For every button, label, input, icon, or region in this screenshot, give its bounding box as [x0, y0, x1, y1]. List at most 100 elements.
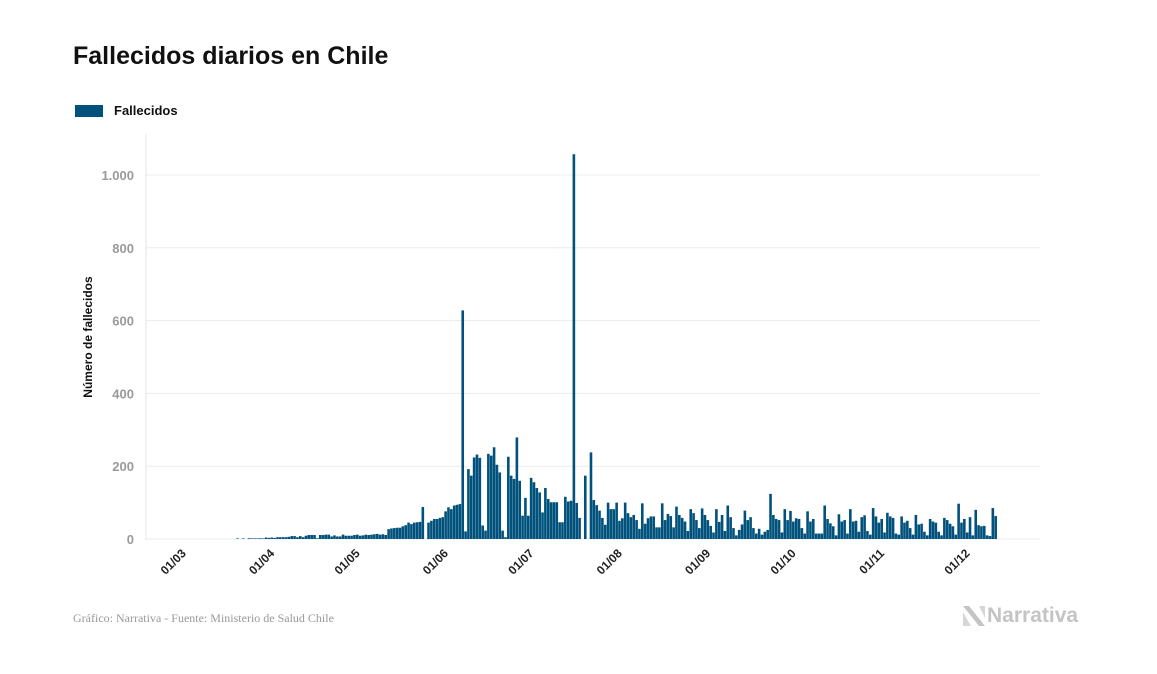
bar [723, 530, 727, 539]
bar [629, 517, 633, 539]
bar [472, 457, 476, 539]
bar [663, 520, 667, 539]
bar [934, 522, 938, 539]
bar [358, 535, 362, 539]
bar [826, 518, 829, 539]
bar [561, 522, 564, 539]
bar [985, 535, 989, 539]
bar [743, 510, 747, 539]
bar [794, 518, 798, 539]
bar [541, 512, 544, 539]
bar [749, 517, 752, 539]
bars [236, 154, 997, 539]
bar [717, 521, 721, 539]
x-tick-label: 01/07 [505, 546, 536, 577]
bar [361, 535, 365, 539]
bar [903, 522, 906, 539]
bar [621, 518, 624, 539]
y-tick-label: 0 [127, 532, 134, 547]
bar [908, 528, 912, 539]
bar [478, 457, 482, 539]
bar [820, 533, 824, 539]
x-tick-label: 01/09 [682, 546, 713, 577]
bar [752, 528, 755, 539]
bar [868, 534, 872, 539]
bar [259, 538, 262, 539]
bar [860, 517, 864, 539]
bar [851, 521, 855, 539]
bar [606, 502, 610, 539]
bar [920, 523, 923, 539]
bar [290, 536, 294, 539]
bar [518, 480, 522, 539]
bar [669, 516, 673, 539]
bar [686, 530, 690, 539]
bar [407, 522, 410, 539]
bar [273, 537, 276, 539]
bar [754, 533, 758, 539]
bar [535, 488, 539, 539]
bar [529, 477, 533, 539]
bar [806, 511, 809, 539]
bar [709, 525, 712, 539]
bar [960, 522, 963, 539]
bar [572, 154, 576, 539]
bar [487, 453, 490, 539]
bar [526, 515, 530, 539]
bar [809, 521, 812, 539]
bar [635, 520, 638, 539]
bar [236, 538, 239, 539]
bar [977, 525, 980, 539]
bar [353, 535, 356, 539]
bar [957, 503, 960, 539]
bar [598, 510, 601, 539]
bar [649, 516, 653, 539]
bar [988, 536, 992, 539]
bar [789, 510, 792, 539]
bar [412, 522, 416, 539]
bar [495, 464, 499, 539]
bar [945, 520, 949, 539]
bar [492, 447, 496, 539]
bar [512, 478, 516, 539]
bar [555, 502, 559, 539]
bar [678, 514, 681, 539]
bar [444, 511, 447, 539]
bar [538, 492, 541, 539]
bar [569, 500, 573, 539]
bar [954, 534, 958, 539]
bar [866, 530, 869, 539]
bar [318, 535, 322, 539]
bar [931, 521, 935, 539]
bar [692, 513, 695, 539]
bar [395, 527, 399, 539]
bar [435, 518, 439, 539]
bar [489, 455, 493, 539]
bar [336, 536, 339, 539]
bar [923, 531, 926, 539]
bar [974, 509, 978, 539]
bar [680, 517, 684, 539]
bar [683, 521, 687, 539]
bar [769, 493, 772, 539]
bar [854, 520, 858, 539]
bar [484, 530, 487, 539]
bar [324, 534, 328, 539]
bar [971, 535, 975, 539]
bar [304, 535, 308, 539]
bar [814, 533, 818, 539]
bar [626, 513, 630, 539]
narrativa-logo: Narrativa [963, 604, 1078, 628]
bar [965, 532, 969, 539]
bar [906, 520, 909, 539]
bar [430, 520, 433, 539]
bar [948, 523, 952, 539]
bar [928, 518, 932, 539]
bar [883, 532, 886, 539]
x-axis-ticks: 01/03 01/04 01/05 01/06 01/07 01/08 01/09 01/10… [158, 546, 973, 577]
bar [695, 520, 698, 539]
bar [583, 475, 587, 539]
y-tick-label: 400 [112, 386, 134, 401]
bar [823, 505, 826, 539]
